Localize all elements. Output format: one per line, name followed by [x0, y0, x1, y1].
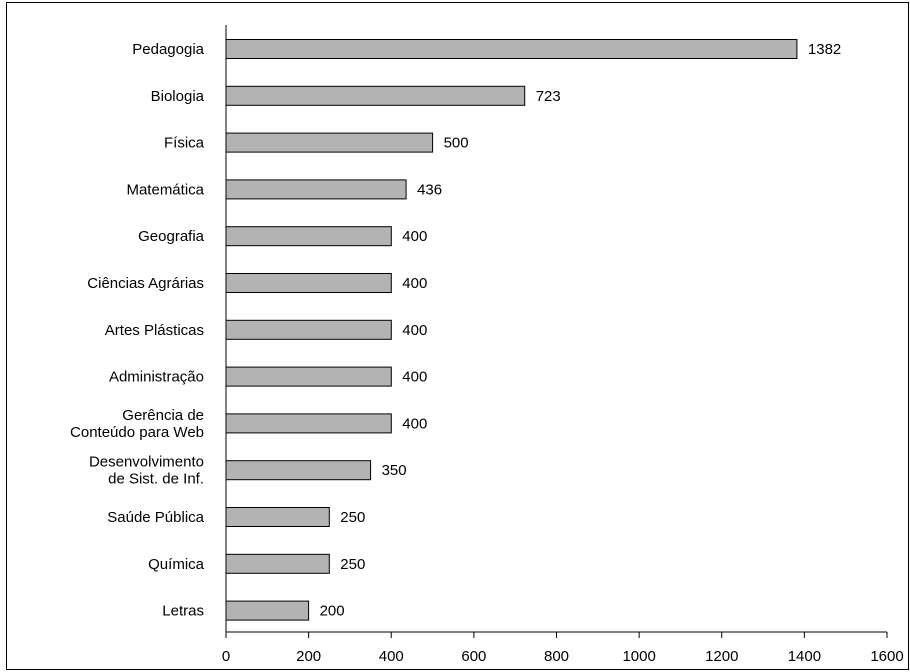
- category-label: Artes Plásticas: [105, 322, 204, 339]
- category-label: Administração: [109, 369, 204, 386]
- category-label: Geografia: [138, 228, 205, 245]
- bar: [225, 366, 392, 387]
- data-label: 350: [382, 462, 407, 479]
- category-label: Biologia: [151, 88, 205, 105]
- data-label: 400: [402, 415, 427, 432]
- x-tick-label: 0: [222, 648, 230, 665]
- data-label: 1382: [808, 41, 841, 58]
- data-label: 400: [402, 369, 427, 386]
- data-label: 250: [340, 509, 365, 526]
- data-label: 250: [340, 556, 365, 573]
- bars-group: [225, 39, 798, 621]
- data-label: 723: [536, 88, 561, 105]
- bar: [225, 600, 310, 621]
- category-label: Pedagogia: [132, 41, 204, 58]
- x-tick-label: 800: [544, 648, 569, 665]
- data-label: 400: [402, 228, 427, 245]
- bar: [225, 85, 526, 106]
- x-tick-label: 200: [296, 648, 321, 665]
- category-label: Letras: [162, 603, 204, 620]
- category-labels-group: Pedagogia Biologia Física Matemática Geograf…: [70, 41, 205, 620]
- category-label: Ciências Agrárias: [87, 275, 204, 292]
- x-tick-label: 400: [379, 648, 404, 665]
- plot-border: [6, 2, 909, 670]
- category-label: Desenvolvimento de Sist. de Inf.: [89, 454, 204, 488]
- category-label: Saúde Pública: [107, 509, 204, 526]
- data-label: 436: [417, 181, 442, 198]
- x-tick-label: 1200: [705, 648, 738, 665]
- x-tick-label: 1400: [788, 648, 821, 665]
- data-label: 200: [320, 603, 345, 620]
- bar: [225, 319, 392, 340]
- bar: [225, 273, 392, 293]
- category-label: Matemática: [126, 181, 204, 198]
- data-label: 400: [402, 322, 427, 339]
- bar: [225, 39, 798, 59]
- bar: [225, 413, 392, 434]
- axes-group: 0 200 400 600 800 1000 1200 1400 1600: [222, 25, 904, 665]
- x-tick-label: 1600: [870, 648, 903, 665]
- bar: [225, 460, 372, 481]
- x-tick-label: 1000: [622, 648, 655, 665]
- category-label: Química: [148, 556, 205, 573]
- category-label: Gerência de Conteúdo para Web: [70, 407, 204, 441]
- bar: [225, 132, 434, 153]
- bar: [225, 226, 392, 247]
- category-label: Física: [164, 135, 205, 152]
- data-label: 400: [402, 275, 427, 292]
- value-labels-group: 1382 723 500 436 400 400 400 400 400 350 250 250 200: [320, 41, 842, 620]
- bar: [225, 507, 330, 527]
- bar: [225, 553, 330, 574]
- x-tick-label: 600: [461, 648, 486, 665]
- bar: [225, 179, 407, 200]
- data-label: 500: [444, 135, 469, 152]
